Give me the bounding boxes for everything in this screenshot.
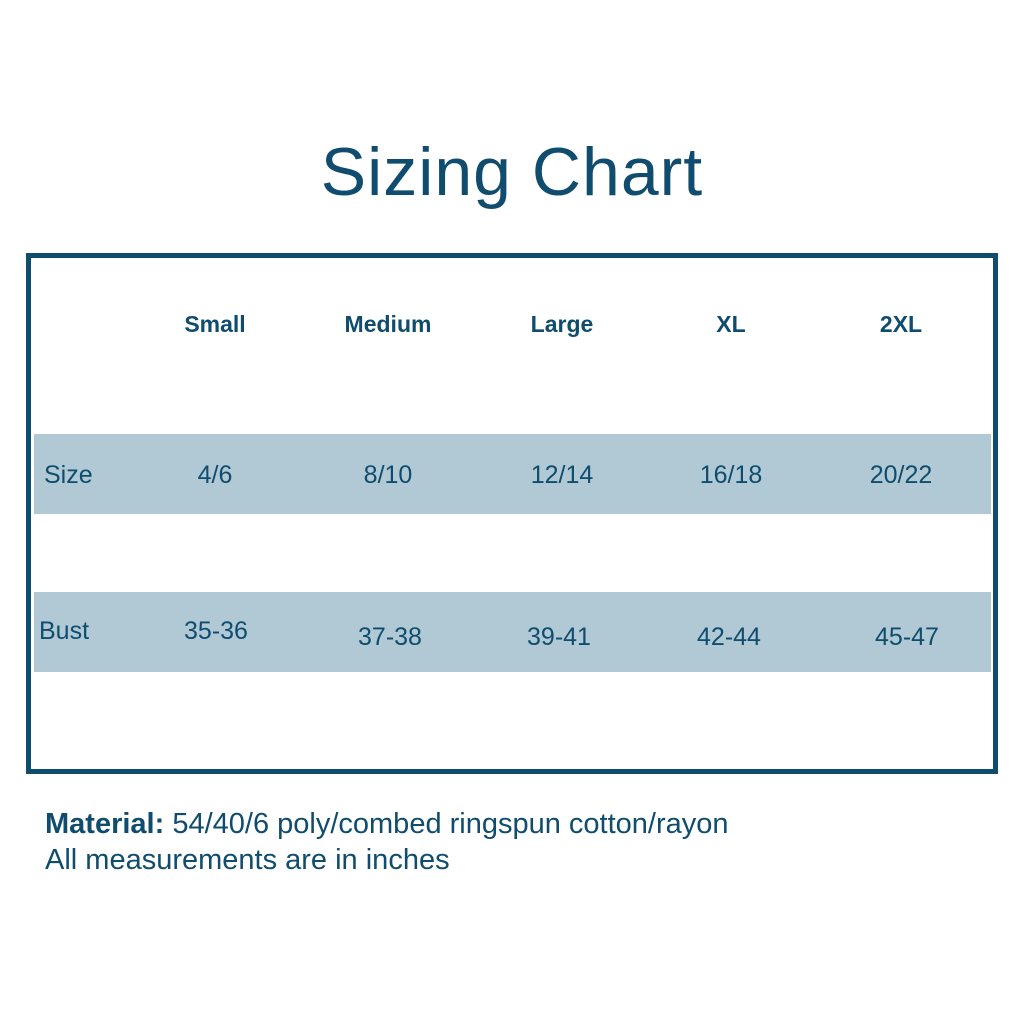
- row-label-bust: Bust: [39, 617, 90, 645]
- bust-value-xl: 42-44: [697, 623, 761, 651]
- column-header-large: Large: [530, 311, 594, 337]
- bust-value-small: 35-36: [184, 617, 248, 645]
- size-row-band: [34, 434, 991, 514]
- column-header-xl: XL: [716, 311, 746, 337]
- column-header-medium: Medium: [344, 311, 432, 337]
- size-value-large: 12/14: [530, 461, 594, 489]
- bust-value-large: 39-41: [527, 623, 591, 651]
- row-label-size: Size: [44, 461, 93, 489]
- sizing-table: Small Medium Large XL 2XL Size 4/6 8/10 …: [26, 253, 998, 774]
- size-value-small: 4/6: [197, 461, 233, 489]
- material-line: Material: 54/40/6 poly/combed ringspun c…: [45, 806, 729, 842]
- bust-value-2xl: 45-47: [875, 623, 939, 651]
- material-label: Material:: [45, 808, 165, 840]
- page-title: Sizing Chart: [320, 134, 704, 210]
- measurement-note: All measurements are in inches: [45, 844, 450, 876]
- bust-row-band: [34, 592, 991, 672]
- column-header-small: Small: [184, 311, 246, 337]
- column-header-2xl: 2XL: [879, 311, 923, 337]
- size-value-2xl: 20/22: [869, 461, 933, 489]
- size-value-medium: 8/10: [363, 461, 413, 489]
- size-value-xl: 16/18: [699, 461, 763, 489]
- bust-value-medium: 37-38: [358, 623, 422, 651]
- material-value: 54/40/6 poly/combed ringspun cotton/rayo…: [172, 808, 729, 840]
